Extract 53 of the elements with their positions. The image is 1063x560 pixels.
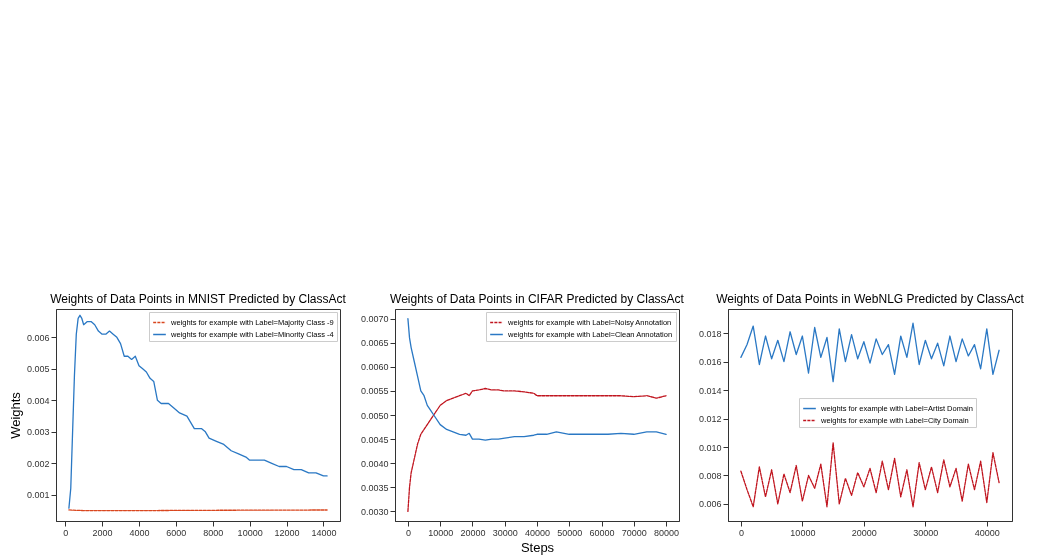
x-tick-label: 0 bbox=[738, 527, 744, 538]
y-tick-label: 0.0050 bbox=[360, 410, 389, 421]
x-tick-label: 0 bbox=[63, 527, 69, 538]
y-tick-label: 0.0060 bbox=[360, 362, 389, 373]
x-tick-label: 40000 bbox=[974, 527, 1000, 538]
x-tick-label: 0 bbox=[405, 527, 411, 538]
y-tick-label: 0.005 bbox=[26, 364, 50, 375]
x-tick-label: 20000 bbox=[851, 527, 877, 538]
x-tick-label: 60000 bbox=[589, 527, 615, 538]
line-series bbox=[68, 314, 328, 509]
y-axis-title: Weights bbox=[7, 391, 23, 439]
y-tick-label: 0.003 bbox=[26, 427, 50, 438]
x-tick-label: 2000 bbox=[92, 527, 113, 538]
x-tick-label: 6000 bbox=[166, 527, 187, 538]
y-tick-label: 0.0055 bbox=[360, 386, 389, 397]
x-tick-label: 10000 bbox=[790, 527, 816, 538]
x-tick-label: 70000 bbox=[621, 527, 647, 538]
x-tick-label: 20000 bbox=[460, 527, 486, 538]
x-tick-label: 10000 bbox=[237, 527, 263, 538]
chart-title: Weights of Data Points in WebNLG Predicted by ClassAct bbox=[716, 292, 1025, 306]
y-tick-label: 0.006 bbox=[698, 499, 722, 510]
y-tick-label: 0.014 bbox=[698, 385, 722, 396]
y-tick-label: 0.004 bbox=[26, 395, 50, 406]
x-tick-label: 8000 bbox=[203, 527, 224, 538]
y-tick-label: 0.016 bbox=[698, 357, 722, 368]
y-tick-label: 0.012 bbox=[698, 414, 722, 425]
chart-title: Weights of Data Points in CIFAR Predicted by ClassAct bbox=[390, 292, 685, 306]
x-tick-label: 50000 bbox=[557, 527, 583, 538]
x-tick-label: 80000 bbox=[654, 527, 680, 538]
y-tick-label: 0.0040 bbox=[360, 458, 389, 469]
y-tick-label: 0.008 bbox=[698, 470, 722, 481]
y-tick-label: 0.001 bbox=[26, 490, 50, 501]
y-tick-label: 0.0045 bbox=[360, 434, 389, 445]
y-tick-label: 0.002 bbox=[26, 458, 50, 469]
y-tick-label: 0.0065 bbox=[360, 338, 389, 349]
line-series bbox=[740, 322, 1000, 383]
x-tick-label: 10000 bbox=[428, 527, 454, 538]
y-tick-label: 0.010 bbox=[698, 442, 722, 453]
x-tick-label: 30000 bbox=[913, 527, 939, 538]
x-axis-title: Steps bbox=[520, 539, 555, 555]
chart-title: Weights of Data Points in MNIST Predicted by ClassAct bbox=[50, 292, 347, 306]
x-tick-label: 14000 bbox=[311, 527, 337, 538]
y-tick-label: 0.0035 bbox=[360, 482, 389, 493]
y-tick-label: 0.018 bbox=[698, 328, 722, 339]
y-tick-label: 0.006 bbox=[26, 332, 50, 343]
y-tick-label: 0.0070 bbox=[360, 314, 389, 325]
line-series bbox=[740, 442, 1000, 508]
x-tick-label: 12000 bbox=[274, 527, 300, 538]
line-series bbox=[407, 387, 667, 513]
x-tick-label: 4000 bbox=[129, 527, 150, 538]
x-tick-label: 30000 bbox=[492, 527, 518, 538]
x-tick-label: 40000 bbox=[524, 527, 551, 538]
y-tick-label: 0.0030 bbox=[360, 506, 389, 517]
